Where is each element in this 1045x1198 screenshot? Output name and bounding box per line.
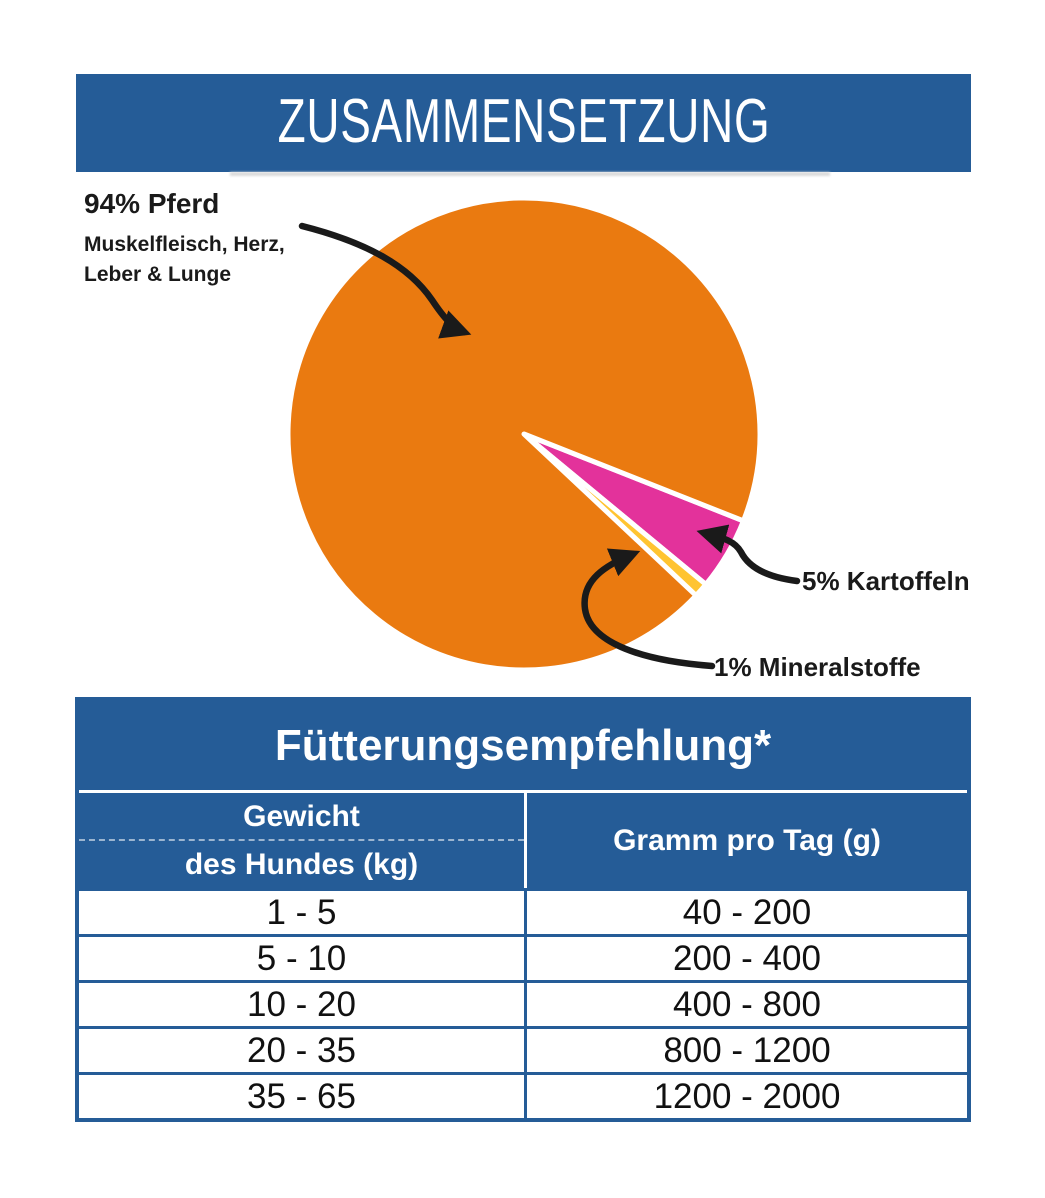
composition-banner: ZUSAMMENSETZUNG [76, 74, 971, 172]
label-pferd-sub-line1: Muskelfleisch, Herz, [84, 233, 285, 256]
label-pferd: 94% Pferd Muskelfleisch, Herz, Leber & L… [84, 188, 285, 290]
pie-slices [285, 195, 763, 673]
grams-cell: 400 - 800 [673, 984, 821, 1024]
header-weight-column: Gewicht des Hundes (kg) [79, 793, 527, 888]
grams-cell: 1200 - 2000 [653, 1076, 841, 1116]
arrow-to-kartoffeln-slice [696, 524, 801, 585]
label-kartoffeln: 5% Kartoffeln [802, 566, 970, 596]
label-pferd-sub-line2: Leber & Lunge [84, 263, 232, 286]
table-row: 35 - 65 1200 - 2000 [79, 1072, 967, 1118]
table-row: 1 - 5 40 - 200 [79, 888, 967, 934]
label-pferd-title: 94% Pferd [84, 188, 220, 219]
feeding-table: Fütterungsempfehlung* Gewicht des Hundes… [75, 697, 971, 1122]
banner-shadow [230, 172, 830, 176]
weight-cell: 10 - 20 [79, 983, 527, 1026]
label-mineralstoffe: 1% Mineralstoffe [714, 652, 921, 682]
table-row: 5 - 10 200 - 400 [79, 934, 967, 980]
pie-chart [285, 195, 801, 673]
pie-slice-0 [285, 195, 763, 673]
feeding-table-title: Fütterungsempfehlung* [79, 701, 967, 793]
header-grams-column: Gramm pro Tag (g) [613, 823, 881, 857]
table-row: 10 - 20 400 - 800 [79, 980, 967, 1026]
header-weight-line2: des Hundes (kg) [184, 847, 419, 881]
banner-title: ZUSAMMENSETZUNG [277, 86, 770, 156]
weight-cell: 20 - 35 [79, 1029, 527, 1072]
weight-cell: 1 - 5 [79, 891, 527, 934]
arrow-to-pferd-slice [298, 222, 472, 339]
header-dashed-divider [79, 838, 524, 841]
grams-cell: 800 - 1200 [663, 1030, 831, 1070]
grams-cell: 40 - 200 [682, 892, 812, 932]
weight-cell: 35 - 65 [79, 1075, 527, 1118]
table-rows: 1 - 5 40 - 200 5 - 10 200 - 400 10 - 20 400 -… [79, 888, 967, 1118]
arrow-to-mineralstoffe-slice [581, 548, 716, 670]
weight-cell: 5 - 10 [79, 937, 527, 980]
feeding-table-header: Gewicht des Hundes (kg) Gramm pro Tag (g… [79, 793, 967, 888]
table-row: 20 - 35 800 - 1200 [79, 1026, 967, 1072]
grams-cell: 200 - 400 [673, 938, 821, 978]
header-weight-line1: Gewicht [243, 799, 360, 833]
